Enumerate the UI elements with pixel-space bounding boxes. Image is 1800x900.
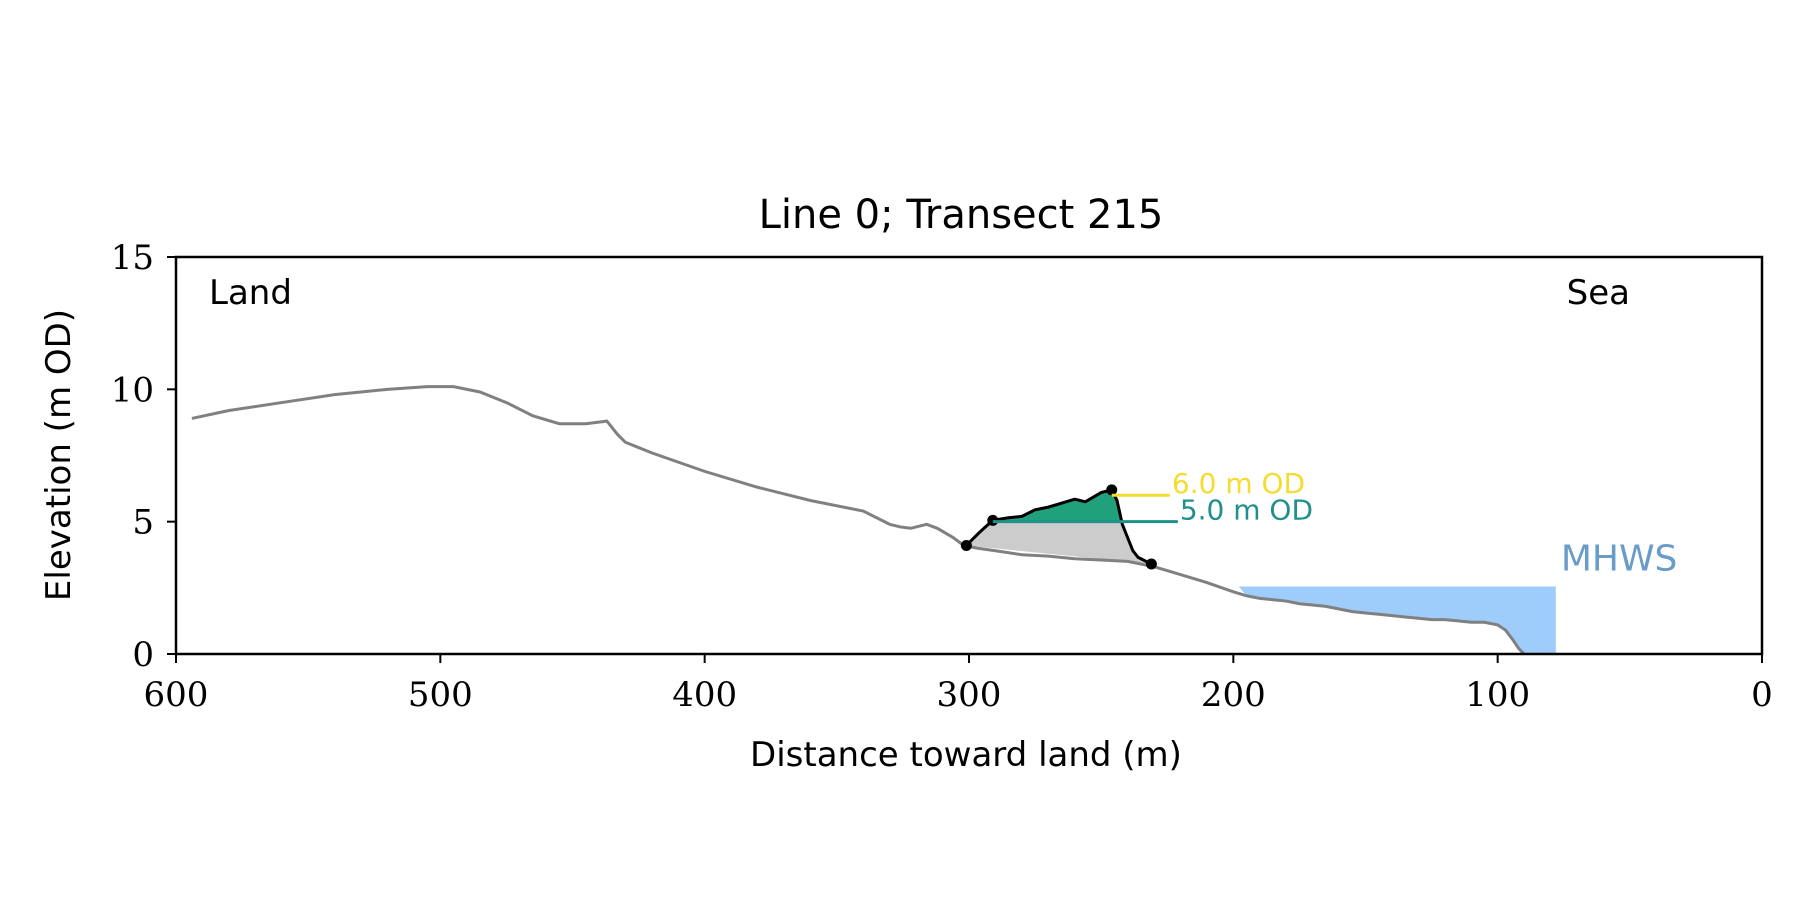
x-tick-label: 200	[1201, 675, 1266, 715]
y-tick-label: 10	[111, 370, 154, 410]
elevation-profile-line	[191, 385, 1526, 656]
x-tick-label: 600	[144, 675, 209, 715]
y-tick-label: 15	[111, 238, 154, 278]
x-tick-label: 100	[1465, 675, 1530, 715]
x-axis-label: Distance toward land (m)	[750, 735, 1182, 775]
dune-marker-point	[1106, 484, 1118, 496]
y-tick-label: 0	[132, 635, 154, 675]
level-label: 6.0 m OD	[1172, 467, 1305, 500]
dune-marker-point	[960, 539, 972, 551]
mhws-water-fill	[1238, 586, 1556, 654]
sea-label: Sea	[1567, 273, 1630, 313]
x-tick-label: 500	[408, 675, 473, 715]
y-axis-ticks: 0 5 10 15	[111, 238, 176, 675]
chart-title: Line 0; Transect 215	[759, 192, 1164, 238]
level-label: 5.0 m OD	[1180, 494, 1313, 527]
land-label: Land	[209, 273, 292, 313]
plot-area: 6.0 m OD5.0 m OD MHWS	[191, 385, 1678, 656]
dune-profile-line	[965, 488, 1153, 566]
x-tick-label: 300	[937, 675, 1002, 715]
y-axis-label: Elevation (m OD)	[39, 309, 79, 601]
mhws-label: MHWS	[1561, 539, 1678, 580]
x-tick-label: 400	[672, 675, 737, 715]
dune-marker-point	[1145, 558, 1157, 570]
x-axis-ticks: 600 500 400 300 200 100 0	[144, 654, 1773, 715]
y-tick-label: 5	[132, 503, 154, 543]
x-tick-label: 0	[1751, 675, 1773, 715]
